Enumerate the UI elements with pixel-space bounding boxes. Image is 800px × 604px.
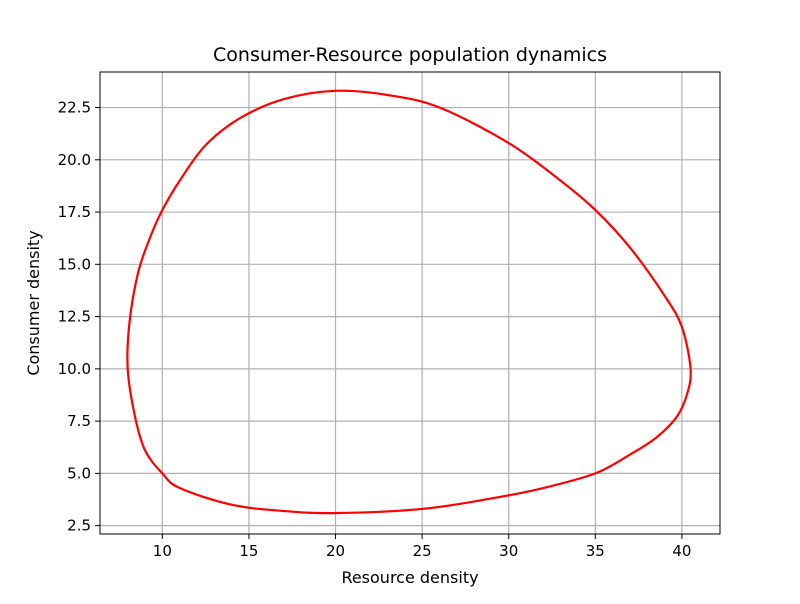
y-tick-label: 17.5 — [58, 203, 91, 221]
y-tick-label: 20.0 — [58, 151, 91, 169]
y-axis-label: Consumer density — [24, 230, 43, 375]
axis-ticks: 10 15 20 25 30 35 40 2.5 5.0 7.5 10.0 12.5 15.0 17.5 2… — [58, 99, 692, 560]
x-axis-label: Resource density — [341, 568, 478, 587]
x-tick-label: 35 — [586, 542, 605, 560]
x-tick-label: 30 — [499, 542, 518, 560]
series-layer — [126, 89, 692, 515]
chart-title: Consumer-Resource population dynamics — [213, 44, 607, 66]
plot-frame — [99, 71, 721, 535]
x-tick-label: 20 — [326, 542, 345, 560]
y-tick-label: 7.5 — [67, 412, 91, 430]
x-tick-label: 25 — [413, 542, 432, 560]
y-tick-label: 2.5 — [67, 517, 91, 535]
y-tick-label: 10.0 — [58, 360, 91, 378]
y-tick-label: 22.5 — [58, 99, 91, 117]
x-tick-label: 40 — [672, 542, 691, 560]
x-tick-label: 15 — [239, 542, 258, 560]
y-tick-label: 15.0 — [58, 255, 91, 273]
x-tick-label: 10 — [153, 542, 172, 560]
y-tick-label: 5.0 — [67, 464, 91, 482]
series-line-0 — [126, 89, 692, 515]
grid — [100, 72, 720, 534]
y-tick-label: 12.5 — [58, 308, 91, 326]
